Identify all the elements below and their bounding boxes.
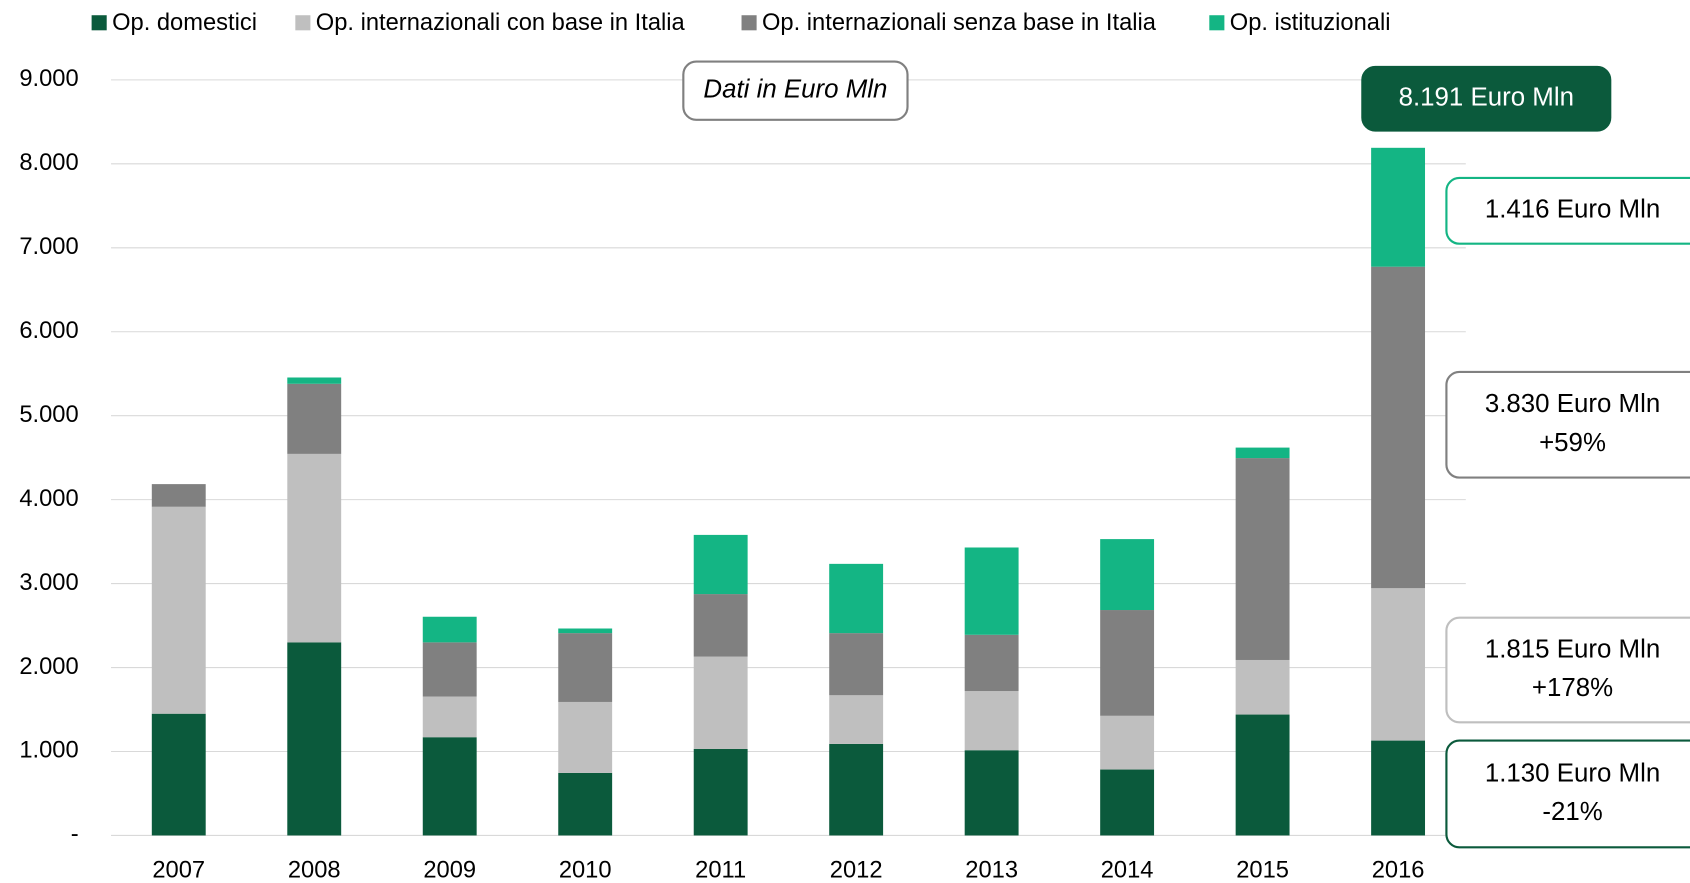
bar-segment [829, 633, 884, 696]
bar-segment [964, 634, 1019, 692]
bar-segment [1235, 458, 1290, 660]
bar-segment [287, 383, 342, 454]
x-tick-label: 2015 [1236, 857, 1289, 883]
y-tick-label: - [71, 822, 79, 848]
y-tick-label: 5.000 [19, 402, 78, 428]
bar-segment [1100, 769, 1155, 836]
annotation-box [1445, 616, 1690, 724]
x-tick-label: 2010 [559, 857, 612, 883]
annotation-box [1361, 65, 1612, 132]
bar-segment [1371, 266, 1426, 589]
annotation-text: +178% [1532, 674, 1613, 702]
bar-segment [422, 737, 477, 836]
annotation-text: 1.815 Euro Mln [1485, 635, 1660, 663]
bar-segment [422, 642, 477, 697]
legend-swatch [91, 15, 107, 31]
x-tick-label: 2012 [830, 857, 883, 883]
annotation-box [1445, 739, 1690, 849]
x-tick-label: 2009 [423, 857, 476, 883]
y-tick-label: 6.000 [19, 318, 78, 344]
legend-swatch [295, 15, 311, 31]
x-tick-label: 2013 [965, 857, 1018, 883]
bar-segment [558, 772, 613, 836]
legend-label: Op. domestici [112, 10, 257, 36]
annotation-text: 8.191 Euro Mln [1399, 84, 1574, 112]
bar-segment [558, 701, 613, 773]
x-tick-label: 2014 [1101, 857, 1154, 883]
bar-segment [287, 453, 342, 643]
legend-swatch [741, 15, 757, 31]
y-tick-label: 4.000 [19, 486, 78, 512]
bar-segment [1100, 715, 1155, 770]
bar-segment [1371, 147, 1426, 267]
bar-segment [422, 616, 477, 643]
y-tick-label: 9.000 [19, 66, 78, 92]
annotation-text: Dati in Euro Mln [703, 76, 887, 104]
legend-label: Op. internazionali senza base in Italia [762, 10, 1157, 36]
legend-swatch [1209, 15, 1225, 31]
bar-segment [151, 506, 206, 714]
annotation-text: +59% [1539, 429, 1606, 457]
bar-segment [693, 748, 748, 836]
bar-segment [829, 695, 884, 744]
bar-segment [693, 656, 748, 749]
annotation-text: 1.416 Euro Mln [1485, 196, 1660, 224]
y-tick-label: 8.000 [19, 150, 78, 176]
bar-segment [693, 534, 748, 595]
annotation-text: 3.830 Euro Mln [1485, 390, 1660, 418]
annotation-box [682, 60, 909, 121]
bar-segment [693, 594, 748, 657]
bar-segment [287, 377, 342, 384]
y-tick-label: 1.000 [19, 738, 78, 764]
y-tick-label: 2.000 [19, 654, 78, 680]
x-tick-label: 2016 [1372, 857, 1425, 883]
bar-segment [829, 563, 884, 634]
legend-label: Op. istituzionali [1230, 10, 1391, 36]
bar-segment [1235, 714, 1290, 836]
legend-label: Op. internazionali con base in Italia [316, 10, 686, 36]
bar-segment [151, 713, 206, 836]
x-tick-label: 2007 [152, 857, 205, 883]
annotation-text: 1.130 Euro Mln [1485, 759, 1660, 787]
bar-segment [287, 642, 342, 836]
y-tick-label: 7.000 [19, 234, 78, 260]
bar-segment [422, 696, 477, 738]
bar-segment [964, 547, 1019, 635]
bar-segment [1371, 588, 1426, 741]
bar-segment [558, 628, 613, 634]
bar-segment [964, 691, 1019, 751]
y-tick-label: 3.000 [19, 570, 78, 596]
x-tick-label: 2008 [288, 857, 341, 883]
annotation-box [1445, 176, 1690, 245]
bar-segment [1235, 447, 1290, 459]
bar-segment [1100, 539, 1155, 611]
bar-segment [964, 750, 1019, 836]
bar-segment [558, 633, 613, 702]
bar-segment [829, 743, 884, 836]
bar-segment [1235, 659, 1290, 715]
bar-segment [1371, 740, 1426, 836]
annotation-box [1445, 370, 1690, 479]
annotation-text: -21% [1542, 798, 1602, 826]
x-tick-label: 2011 [695, 857, 746, 883]
bar-segment [151, 484, 206, 507]
bar-segment [1100, 610, 1155, 716]
